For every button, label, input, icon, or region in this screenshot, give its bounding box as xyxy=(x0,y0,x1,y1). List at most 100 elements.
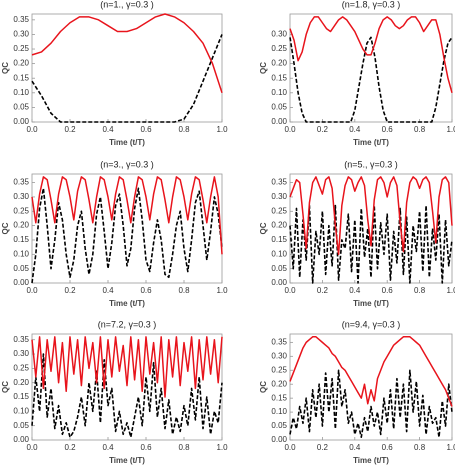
y-tick-label: 0.30 xyxy=(271,351,287,360)
y-tick-label: 0.30 xyxy=(13,349,29,358)
x-axis-label: Time (t/T) xyxy=(353,138,389,147)
y-tick-label: 0.15 xyxy=(271,235,287,244)
y-tick-label: 0.20 xyxy=(13,59,29,68)
x-tick-label: 0.4 xyxy=(102,443,114,452)
y-tick-label: 0.35 xyxy=(271,178,287,187)
data-line xyxy=(31,187,223,284)
y-tick-label: 0.00 xyxy=(271,435,287,444)
y-tick-label: 0.05 xyxy=(13,264,29,273)
y-tick-label: 0.25 xyxy=(13,44,29,53)
x-tick-label: 0.8 xyxy=(178,443,190,452)
y-tick-label: 0.15 xyxy=(13,392,29,401)
x-tick-label: 0.8 xyxy=(414,125,426,134)
chart-title: (n=7.2, γ=0.3 ) xyxy=(98,319,157,329)
x-tick-label: 0.8 xyxy=(178,286,190,295)
y-tick-label: 0.05 xyxy=(271,421,287,430)
x-tick-label: 0.4 xyxy=(349,443,361,452)
x-tick-label: 1.0 xyxy=(216,286,228,295)
data-line xyxy=(289,176,453,256)
y-axis-label: QC xyxy=(259,62,268,74)
y-tick-label: 0.10 xyxy=(271,88,287,97)
y-tick-label: 0.00 xyxy=(13,278,29,287)
data-line xyxy=(31,353,223,438)
x-tick-label: 0.2 xyxy=(317,125,329,134)
x-tick-label: 0.8 xyxy=(414,286,426,295)
y-tick-label: 0.25 xyxy=(271,206,287,215)
y-tick-label: 0.25 xyxy=(271,44,287,53)
y-tick-label: 0.00 xyxy=(271,278,287,287)
y-tick-label: 0.15 xyxy=(271,393,287,402)
x-tick-label: 0.6 xyxy=(382,125,394,134)
x-tick-label: 0.2 xyxy=(317,286,329,295)
x-tick-label: 0.8 xyxy=(178,125,190,134)
data-line xyxy=(31,176,223,255)
x-axis-label: Time (t/T) xyxy=(353,456,389,465)
y-tick-label: 0.05 xyxy=(271,264,287,273)
x-tick-label: 0.6 xyxy=(140,286,152,295)
y-tick-label: 0.20 xyxy=(271,221,287,230)
y-tick-label: 0.35 xyxy=(13,15,29,24)
y-tick-label: 0.35 xyxy=(13,335,29,344)
y-tick-label: 0.00 xyxy=(13,435,29,444)
plot-frame xyxy=(31,333,223,441)
x-tick-label: 0.2 xyxy=(64,125,76,134)
x-tick-label: 1.0 xyxy=(216,443,228,452)
x-tick-label: 0.2 xyxy=(64,443,76,452)
x-tick-label: 0.0 xyxy=(284,443,296,452)
x-tick-label: 0.4 xyxy=(102,286,114,295)
x-tick-label: 0.6 xyxy=(382,443,394,452)
x-tick-label: 0.4 xyxy=(102,125,114,134)
data-line xyxy=(31,336,223,398)
data-line xyxy=(289,204,453,284)
y-tick-label: 0.10 xyxy=(271,407,287,416)
plot-frame xyxy=(289,13,453,123)
y-tick-label: 0.35 xyxy=(271,337,287,346)
plot-frame xyxy=(289,333,453,441)
y-tick-label: 0.30 xyxy=(13,192,29,201)
y-axis-label: QC xyxy=(1,222,10,234)
y-tick-label: 0.35 xyxy=(13,178,29,187)
x-tick-label: 1.0 xyxy=(446,286,455,295)
y-tick-label: 0.30 xyxy=(13,30,29,39)
y-tick-label: 0.05 xyxy=(13,103,29,112)
x-tick-label: 0.0 xyxy=(284,286,296,295)
data-line xyxy=(289,336,453,407)
y-tick-label: 0.00 xyxy=(13,117,29,126)
y-tick-label: 0.05 xyxy=(13,421,29,430)
plot-frame xyxy=(31,173,223,284)
x-axis-label: Time (t/T) xyxy=(109,456,145,465)
data-line xyxy=(289,369,453,439)
y-axis-label: QC xyxy=(1,381,10,393)
chart-title: (n=1.8, γ=0.3 ) xyxy=(342,0,401,9)
y-tick-label: 0.05 xyxy=(271,103,287,112)
plot-frame xyxy=(31,13,223,123)
x-tick-label: 0.6 xyxy=(140,125,152,134)
chart-title: (n=1., γ=0.3 ) xyxy=(100,0,154,9)
y-tick-label: 0.10 xyxy=(271,249,287,258)
y-tick-label: 0.25 xyxy=(13,206,29,215)
y-tick-label: 0.30 xyxy=(271,192,287,201)
y-axis-label: QC xyxy=(259,222,268,234)
y-tick-label: 0.10 xyxy=(13,249,29,258)
x-tick-label: 0.6 xyxy=(382,286,394,295)
data-line xyxy=(289,36,453,123)
y-tick-label: 0.00 xyxy=(271,117,287,126)
x-tick-label: 0.0 xyxy=(26,125,38,134)
x-axis-label: Time (t/T) xyxy=(109,138,145,147)
x-axis-label: Time (t/T) xyxy=(353,299,389,308)
chart-title: (n=9.4, γ=0.3 ) xyxy=(342,319,401,329)
x-tick-label: 0.0 xyxy=(26,443,38,452)
y-tick-label: 0.20 xyxy=(13,378,29,387)
y-tick-label: 0.10 xyxy=(13,406,29,415)
data-line xyxy=(289,16,453,94)
x-tick-label: 0.0 xyxy=(284,125,296,134)
y-tick-label: 0.30 xyxy=(271,30,287,39)
y-tick-label: 0.15 xyxy=(271,73,287,82)
x-tick-label: 0.2 xyxy=(317,443,329,452)
y-tick-label: 0.15 xyxy=(13,235,29,244)
x-tick-label: 0.0 xyxy=(26,286,38,295)
y-axis-label: QC xyxy=(259,381,268,393)
x-tick-label: 0.4 xyxy=(349,286,361,295)
y-axis-label: QC xyxy=(1,62,10,74)
x-tick-label: 0.8 xyxy=(414,443,426,452)
